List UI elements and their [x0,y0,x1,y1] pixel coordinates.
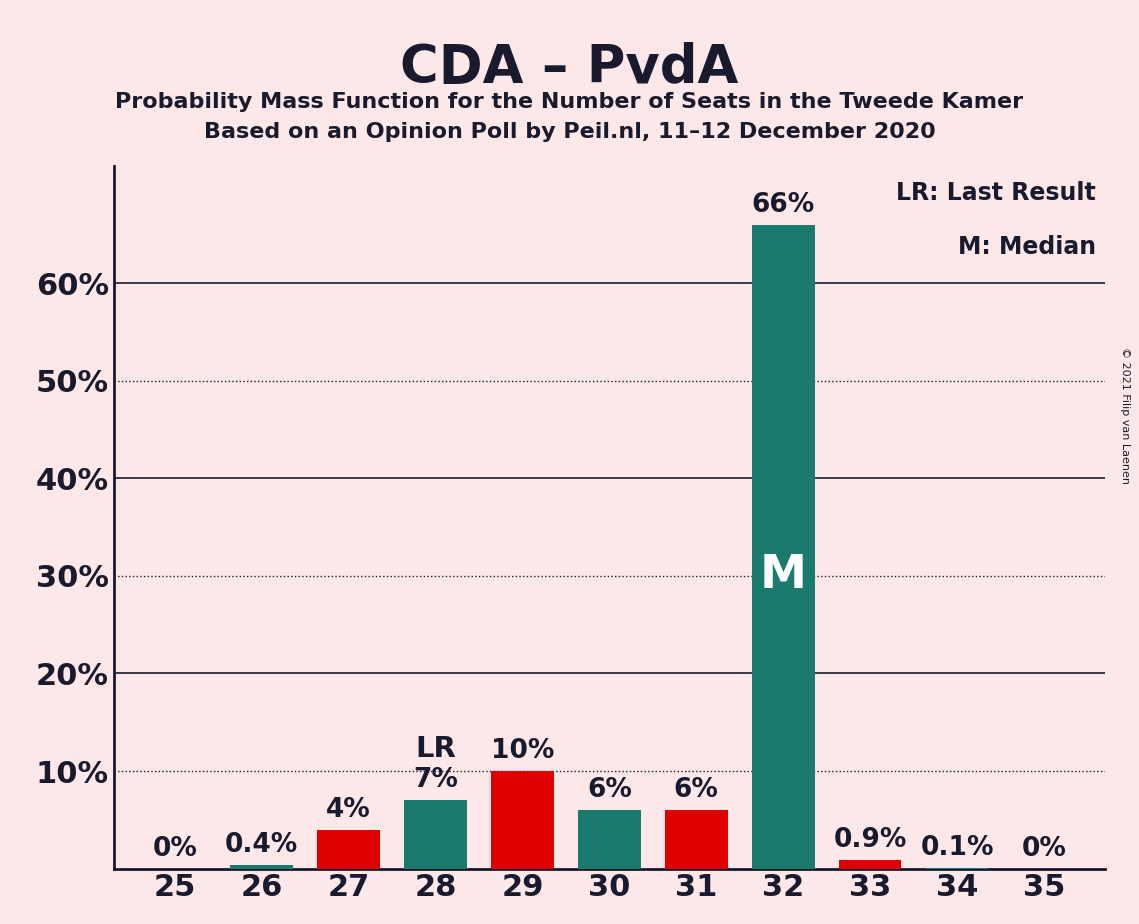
Text: 7%: 7% [413,768,458,794]
Bar [318,830,380,869]
Text: 0.1%: 0.1% [920,834,994,861]
Text: 0%: 0% [153,835,197,862]
Text: 10%: 10% [491,738,555,764]
Text: Based on an Opinion Poll by Peil.nl, 11–12 December 2020: Based on an Opinion Poll by Peil.nl, 11–… [204,122,935,142]
Bar [752,225,814,869]
Bar [838,859,901,869]
Text: 6%: 6% [587,777,632,803]
Bar [491,771,554,869]
Text: 66%: 66% [752,192,814,218]
Text: 0.9%: 0.9% [834,827,907,853]
Text: 0%: 0% [1022,835,1066,862]
Text: © 2021 Filip van Laenen: © 2021 Filip van Laenen [1121,347,1130,484]
Text: M: M [760,553,806,599]
Text: 4%: 4% [326,796,371,822]
Bar [926,868,989,869]
Text: LR: LR [415,736,456,763]
Bar [579,810,640,869]
Text: CDA – PvdA: CDA – PvdA [400,42,739,93]
Text: Probability Mass Function for the Number of Seats in the Tweede Kamer: Probability Mass Function for the Number… [115,92,1024,113]
Text: LR: Last Result: LR: Last Result [896,181,1096,205]
Text: M: Median: M: Median [958,235,1096,259]
Bar [665,810,728,869]
Text: 0.4%: 0.4% [226,832,298,857]
Bar [230,865,293,869]
Text: 6%: 6% [674,777,719,803]
Bar [404,800,467,869]
